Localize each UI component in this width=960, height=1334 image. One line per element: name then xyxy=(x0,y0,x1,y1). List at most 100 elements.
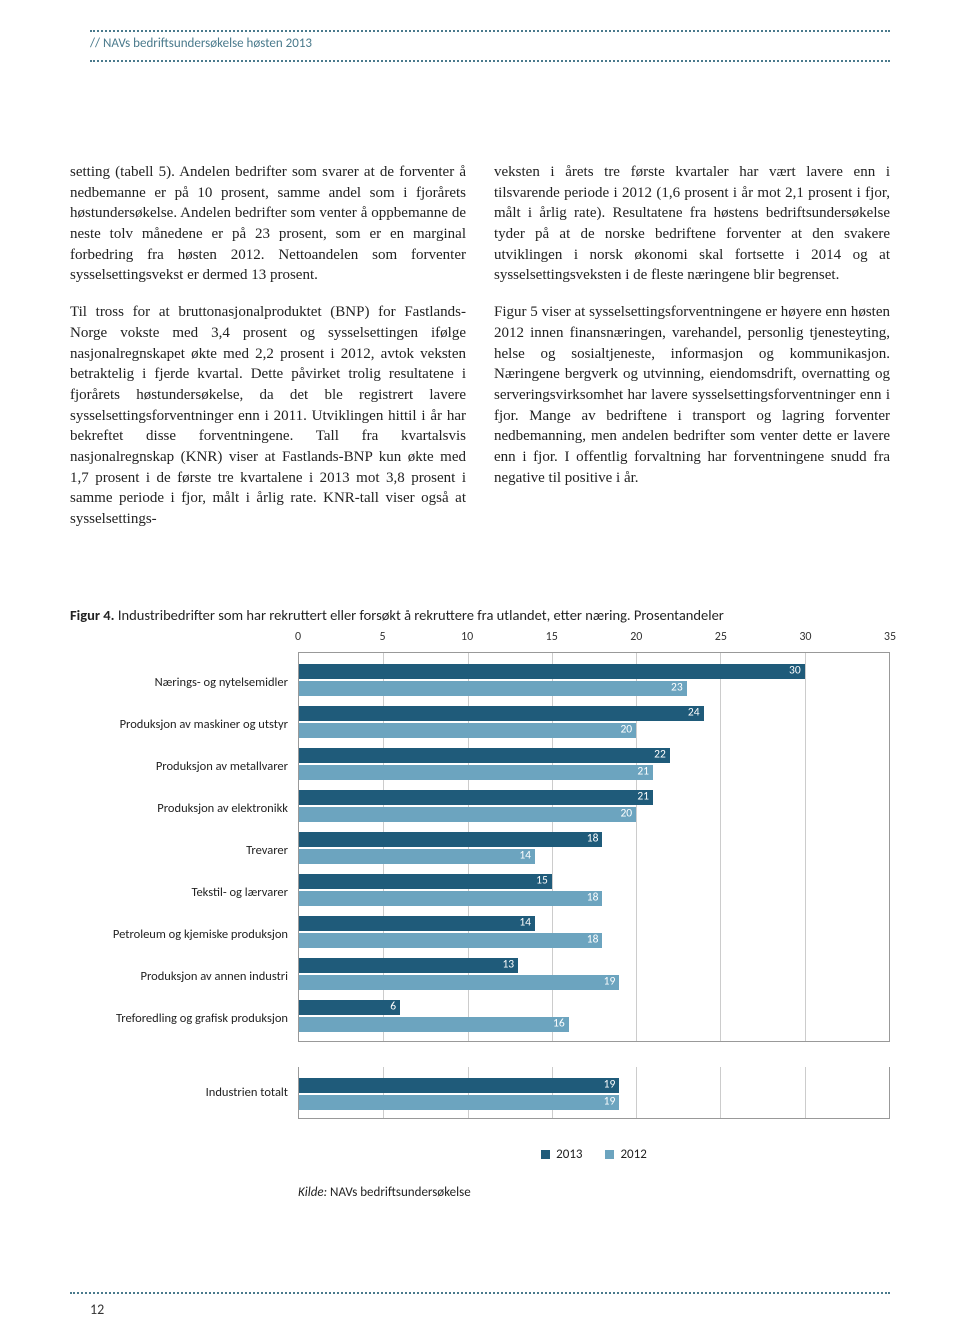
chart-container: Nærings- og nytelsemidlerProduksjon av m… xyxy=(70,630,890,1200)
bar: 20 xyxy=(299,723,636,738)
bar-row: 13 19 xyxy=(299,953,889,995)
bar: 30 xyxy=(299,664,805,679)
x-tick: 25 xyxy=(715,630,727,644)
bar: 14 xyxy=(299,916,535,931)
source-label: Kilde: xyxy=(298,1185,327,1200)
document-header-title: // NAVs bedriftsundersøkelse høsten 2013 xyxy=(90,32,890,54)
category-label: Produksjon av elektronikk xyxy=(70,788,288,830)
bar-value-label: 21 xyxy=(637,766,649,778)
category-label: Treforedling og grafisk produksjon xyxy=(70,998,288,1040)
bar-value-label: 6 xyxy=(390,1001,396,1013)
category-label: Trevarer xyxy=(70,830,288,872)
bar-value-label: 19 xyxy=(604,1079,616,1091)
left-paragraph-1: setting (tabell 5). Andelen bedrifter so… xyxy=(70,162,466,286)
bar-row: 6 16 xyxy=(299,995,889,1037)
bar-row: 1814 xyxy=(299,827,889,869)
bar: 19 xyxy=(299,1078,619,1093)
bar-row: 24 20 xyxy=(299,701,889,743)
bar-row: 21 20 xyxy=(299,785,889,827)
figure-4-section: Figur 4. Industribedrifter som har rekru… xyxy=(70,606,890,1200)
footer-dotted-line xyxy=(70,1292,890,1294)
body-text-columns: setting (tabell 5). Andelen bedrifter so… xyxy=(70,162,890,546)
right-paragraph-1: veksten i årets tre første kvartaler har… xyxy=(494,162,890,286)
bar: 13 xyxy=(299,958,518,973)
bar-value-label: 30 xyxy=(789,665,801,677)
right-paragraph-2: Figur 5 viser at sysselsettingsforventni… xyxy=(494,302,890,488)
bar: 19 xyxy=(299,1095,619,1110)
legend-swatch-2013 xyxy=(541,1150,550,1159)
category-labels-column: Nærings- og nytelsemidlerProduksjon av m… xyxy=(70,630,298,1200)
bar-value-label: 24 xyxy=(688,707,700,719)
figure-title: Figur 4. Industribedrifter som har rekru… xyxy=(70,606,890,624)
x-tick: 0 xyxy=(295,630,301,644)
x-tick: 35 xyxy=(884,630,896,644)
bar-value-label: 16 xyxy=(553,1018,565,1030)
bar-row: 1518 xyxy=(299,869,889,911)
page-number: 12 xyxy=(90,1301,104,1318)
bar-value-label: 14 xyxy=(519,850,531,862)
bar: 19 xyxy=(299,975,619,990)
category-label: Produksjon av maskiner og utstyr xyxy=(70,704,288,746)
bar-value-label: 18 xyxy=(587,892,599,904)
chart-plot: 05101520253035 3023242022212120181415181… xyxy=(298,630,890,1200)
bar-value-label: 20 xyxy=(620,724,632,736)
category-label: Petroleum og kjemiske produksjon xyxy=(70,914,288,956)
bar-value-label: 19 xyxy=(604,1096,616,1108)
bar-value-label: 19 xyxy=(604,976,616,988)
bar: 21 xyxy=(299,790,653,805)
legend-item-2012: 2012 xyxy=(605,1147,646,1162)
bar: 18 xyxy=(299,891,602,906)
bar: 14 xyxy=(299,849,535,864)
x-axis: 05101520253035 xyxy=(298,630,890,650)
category-label: Tekstil- og lærvarer xyxy=(70,872,288,914)
legend-label-2012: 2012 xyxy=(620,1147,646,1162)
category-label: Produksjon av metallvarer xyxy=(70,746,288,788)
left-paragraph-2: Til tross for at bruttonasjonalproduktet… xyxy=(70,302,466,530)
left-column: setting (tabell 5). Andelen bedrifter so… xyxy=(70,162,466,546)
bar: 15 xyxy=(299,874,552,889)
figure-source: Kilde: NAVs bedriftsundersøkelse xyxy=(298,1185,890,1200)
bar-value-label: 18 xyxy=(587,934,599,946)
bar: 22 xyxy=(299,748,670,763)
legend-swatch-2012 xyxy=(605,1150,614,1159)
document-header-box: // NAVs bedriftsundersøkelse høsten 2013 xyxy=(90,30,890,62)
bar: 16 xyxy=(299,1017,569,1032)
plot-area: 30232420222121201814151814181319616 xyxy=(298,652,890,1042)
bar: 21 xyxy=(299,765,653,780)
x-tick: 20 xyxy=(630,630,642,644)
bar-value-label: 15 xyxy=(536,875,548,887)
bar: 23 xyxy=(299,681,687,696)
bar-value-label: 20 xyxy=(620,808,632,820)
figure-label: Figur 4. xyxy=(70,606,115,624)
bar-row-total: 1919 xyxy=(299,1073,889,1115)
x-tick: 5 xyxy=(380,630,386,644)
bar: 18 xyxy=(299,933,602,948)
bar-value-label: 13 xyxy=(502,959,514,971)
category-label-total: Industrien totalt xyxy=(70,1072,288,1114)
total-plot-area: 1919 xyxy=(298,1067,890,1119)
x-tick: 30 xyxy=(799,630,811,644)
bar: 20 xyxy=(299,807,636,822)
bar-row: 14 18 xyxy=(299,911,889,953)
category-label: Produksjon av annen industri xyxy=(70,956,288,998)
legend-item-2013: 2013 xyxy=(541,1147,582,1162)
bar-row: 22 21 xyxy=(299,743,889,785)
bar-row: 30 23 xyxy=(299,659,889,701)
category-label: Nærings- og nytelsemidler xyxy=(70,662,288,704)
bar: 18 xyxy=(299,832,602,847)
bar: 24 xyxy=(299,706,704,721)
header-dotted-line-bottom xyxy=(90,60,890,62)
bar-value-label: 21 xyxy=(637,791,649,803)
x-tick: 15 xyxy=(546,630,558,644)
right-column: veksten i årets tre første kvartaler har… xyxy=(494,162,890,546)
bar-value-label: 18 xyxy=(587,833,599,845)
figure-caption: Industribedrifter som har rekruttert ell… xyxy=(118,606,724,624)
bar-value-label: 22 xyxy=(654,749,666,761)
bar: 6 xyxy=(299,1000,400,1015)
chart-legend: 2013 2012 xyxy=(298,1147,890,1163)
bar-value-label: 23 xyxy=(671,682,683,694)
source-text: NAVs bedriftsundersøkelse xyxy=(330,1185,471,1200)
x-tick: 10 xyxy=(461,630,473,644)
bar-value-label: 14 xyxy=(519,917,531,929)
legend-label-2013: 2013 xyxy=(556,1147,582,1162)
